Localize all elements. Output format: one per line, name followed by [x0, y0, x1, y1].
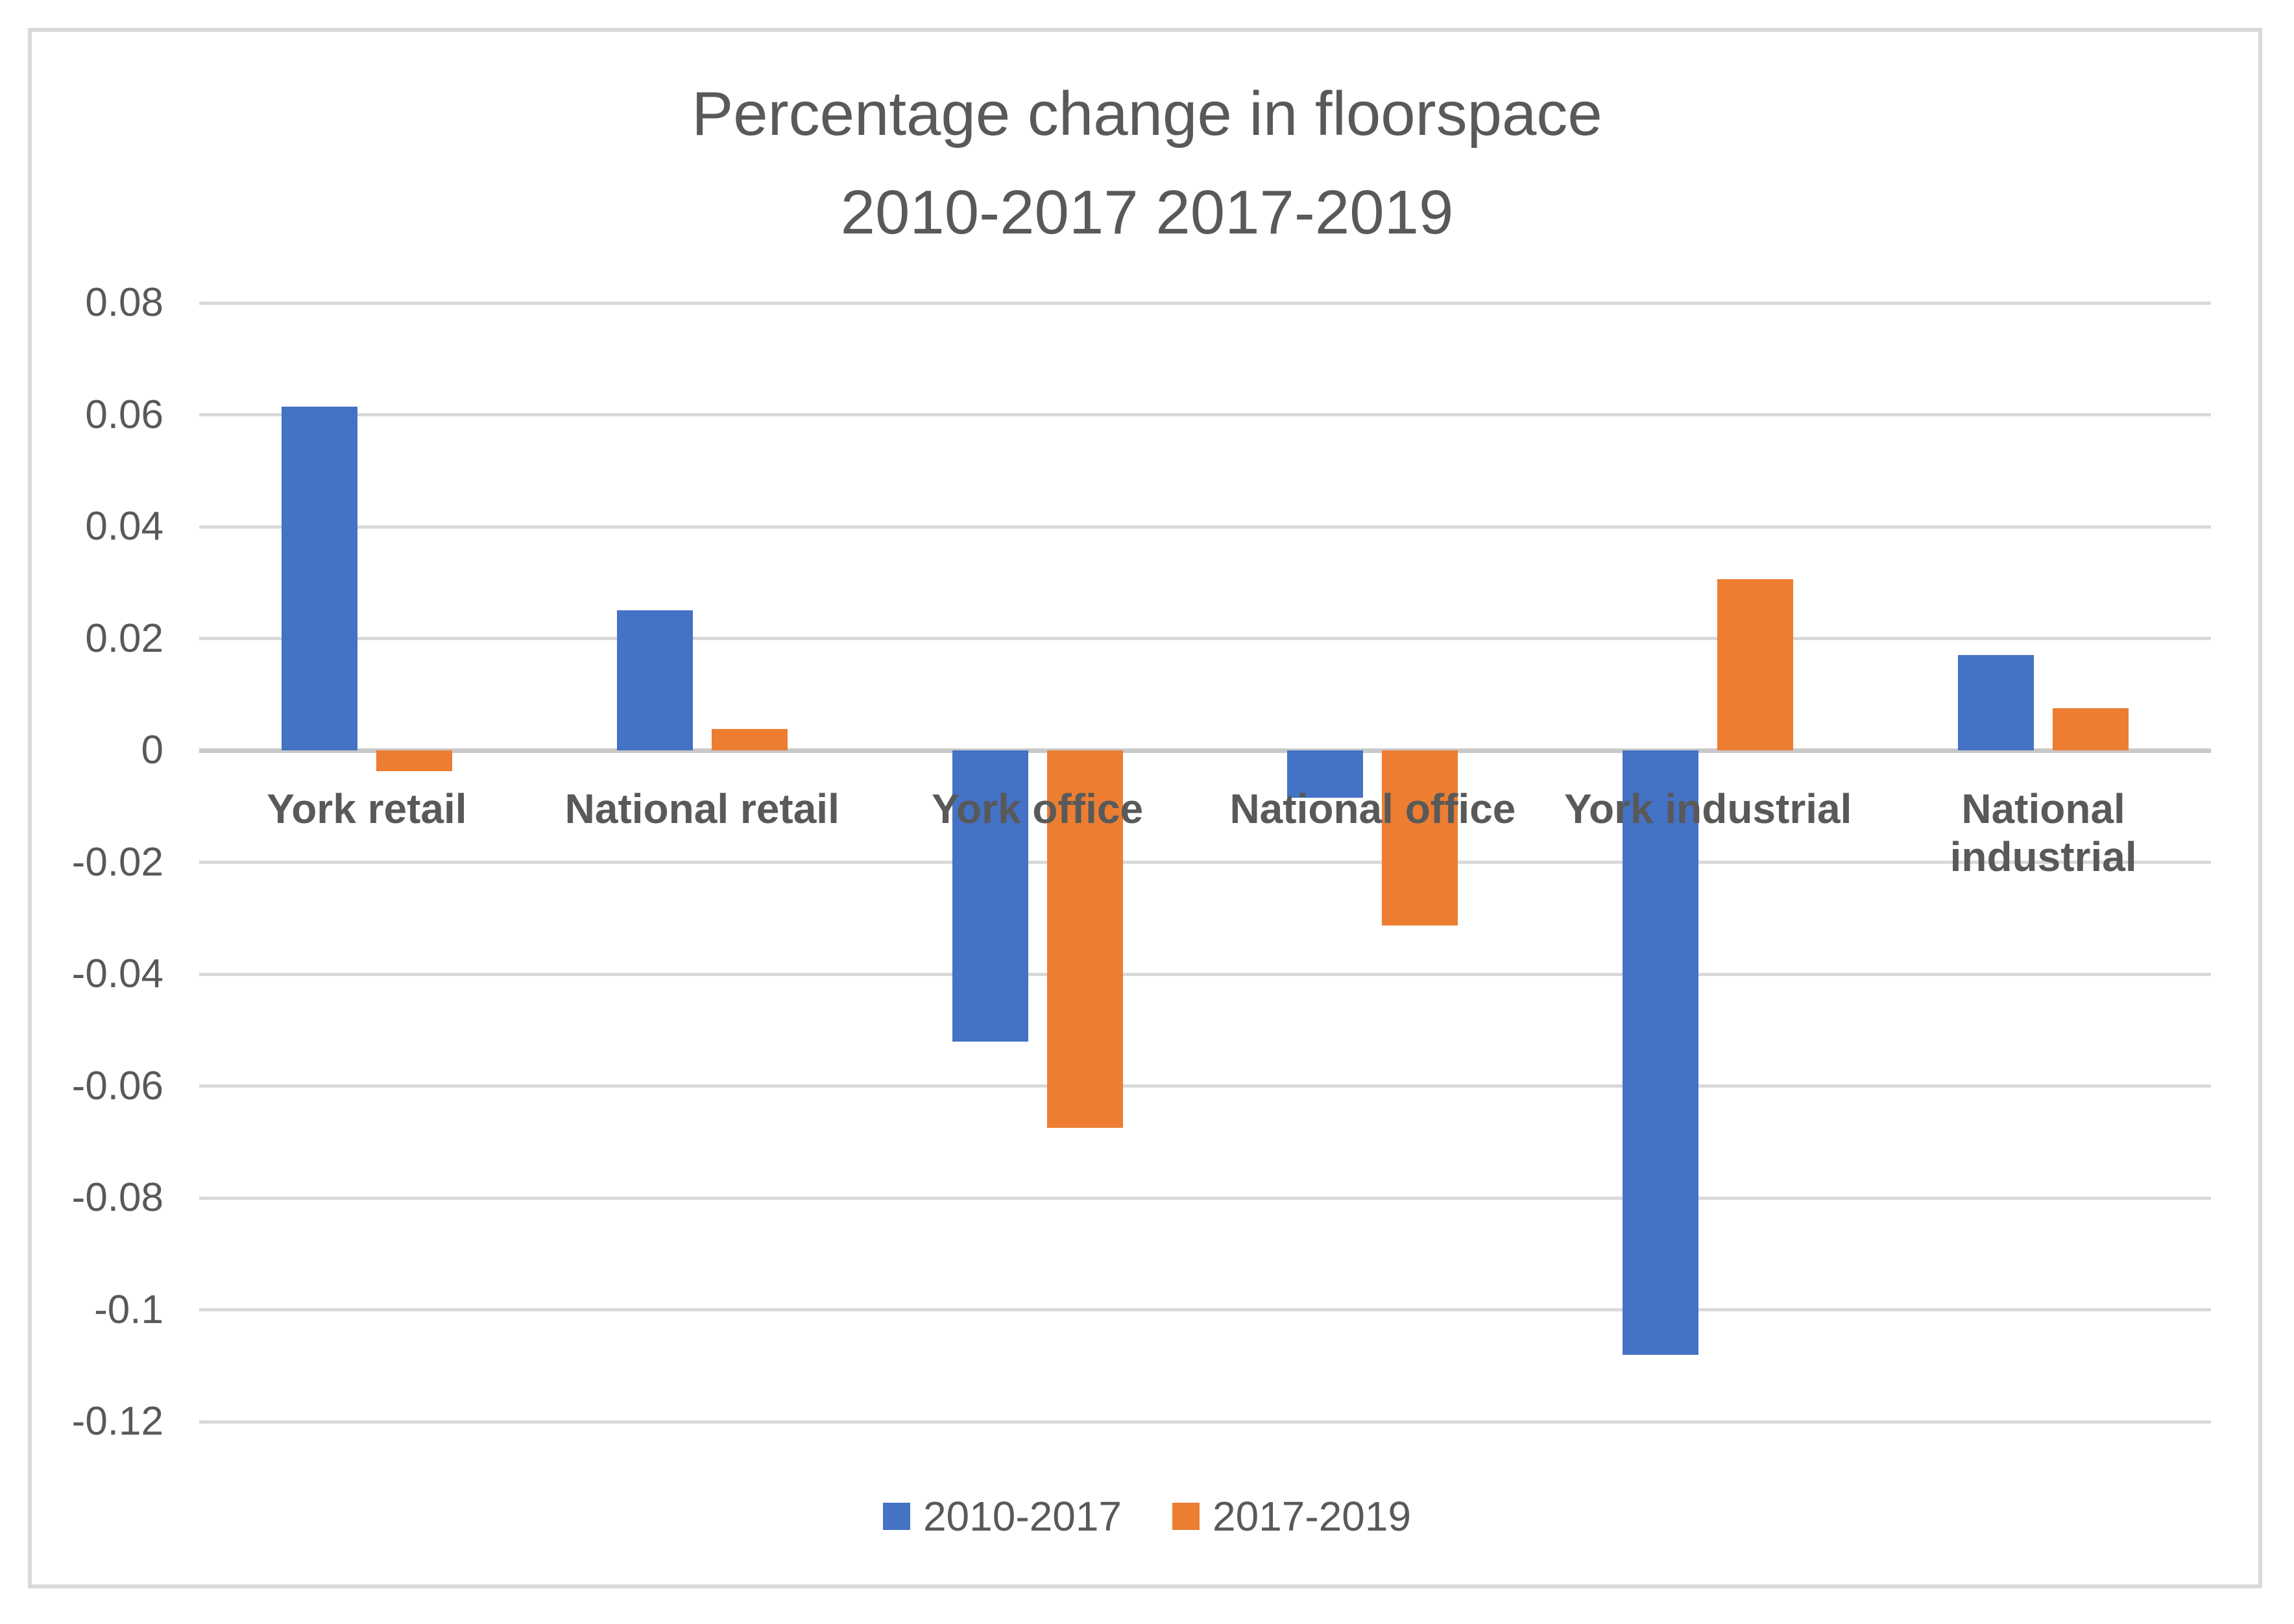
gridline: [199, 525, 2211, 529]
bar-2010-2017: [1287, 750, 1364, 798]
gridline: [199, 861, 2211, 864]
y-tick-label: 0.08: [85, 280, 163, 325]
bar-2010-2017: [281, 406, 357, 750]
category-label: York office: [932, 785, 1144, 832]
gridline: [199, 972, 2211, 976]
gridline: [199, 413, 2211, 416]
chart-title: Percentage change in floorspace 2010-201…: [0, 65, 2294, 262]
chart-title-line1: Percentage change in floorspace: [692, 79, 1602, 149]
gridline: [199, 637, 2211, 640]
legend-swatch-orange-icon: [1172, 1503, 1200, 1530]
legend-label: 2017-2019: [1213, 1493, 1412, 1540]
y-tick-label: 0: [141, 728, 163, 772]
chart-border: [28, 28, 2262, 1588]
category-label: National industrial: [1950, 785, 2137, 880]
bar-2010-2017: [952, 750, 1028, 1042]
bar-2017-2019: [2053, 708, 2129, 750]
gridline: [199, 301, 2211, 305]
gridline: [199, 1308, 2211, 1311]
y-tick-label: 0.06: [85, 392, 163, 437]
category-label: York industrial: [1564, 785, 1852, 832]
legend-swatch-blue-icon: [882, 1503, 910, 1530]
bar-2017-2019: [711, 729, 788, 750]
y-tick-label: 0.02: [85, 615, 163, 661]
gridline: [199, 1420, 2211, 1424]
legend-item-2010-2017: 2010-2017: [882, 1493, 1122, 1540]
bar-2010-2017: [1958, 655, 2034, 750]
category-label: National retail: [564, 785, 839, 832]
bar-2017-2019: [1717, 579, 1794, 750]
category-label: National office: [1229, 785, 1516, 832]
bar-2010-2017: [1623, 750, 1699, 1355]
chart-title-line2: 2010-2017 2017-2019: [840, 178, 1454, 247]
gridline: [199, 1084, 2211, 1088]
gridline: [199, 1196, 2211, 1200]
y-tick-label: -0.06: [71, 1063, 163, 1108]
bar-2017-2019: [1046, 750, 1123, 1128]
y-tick-label: -0.1: [94, 1287, 163, 1332]
legend-label: 2010-2017: [923, 1493, 1122, 1540]
y-tick-label: -0.08: [71, 1175, 163, 1220]
legend-item-2017-2019: 2017-2019: [1172, 1496, 1411, 1537]
y-tick-label: -0.04: [71, 951, 163, 996]
bar-2010-2017: [616, 610, 693, 750]
legend: 2010-2017 2017-2019: [0, 1496, 2294, 1537]
y-tick-label: -0.02: [71, 839, 163, 885]
y-tick-label: 0.04: [85, 504, 163, 549]
category-label: York retail: [267, 785, 467, 832]
bar-2017-2019: [376, 750, 452, 771]
y-tick-label: -0.12: [71, 1399, 163, 1444]
x-axis-line: [199, 748, 2211, 753]
bar-2017-2019: [1382, 750, 1458, 925]
